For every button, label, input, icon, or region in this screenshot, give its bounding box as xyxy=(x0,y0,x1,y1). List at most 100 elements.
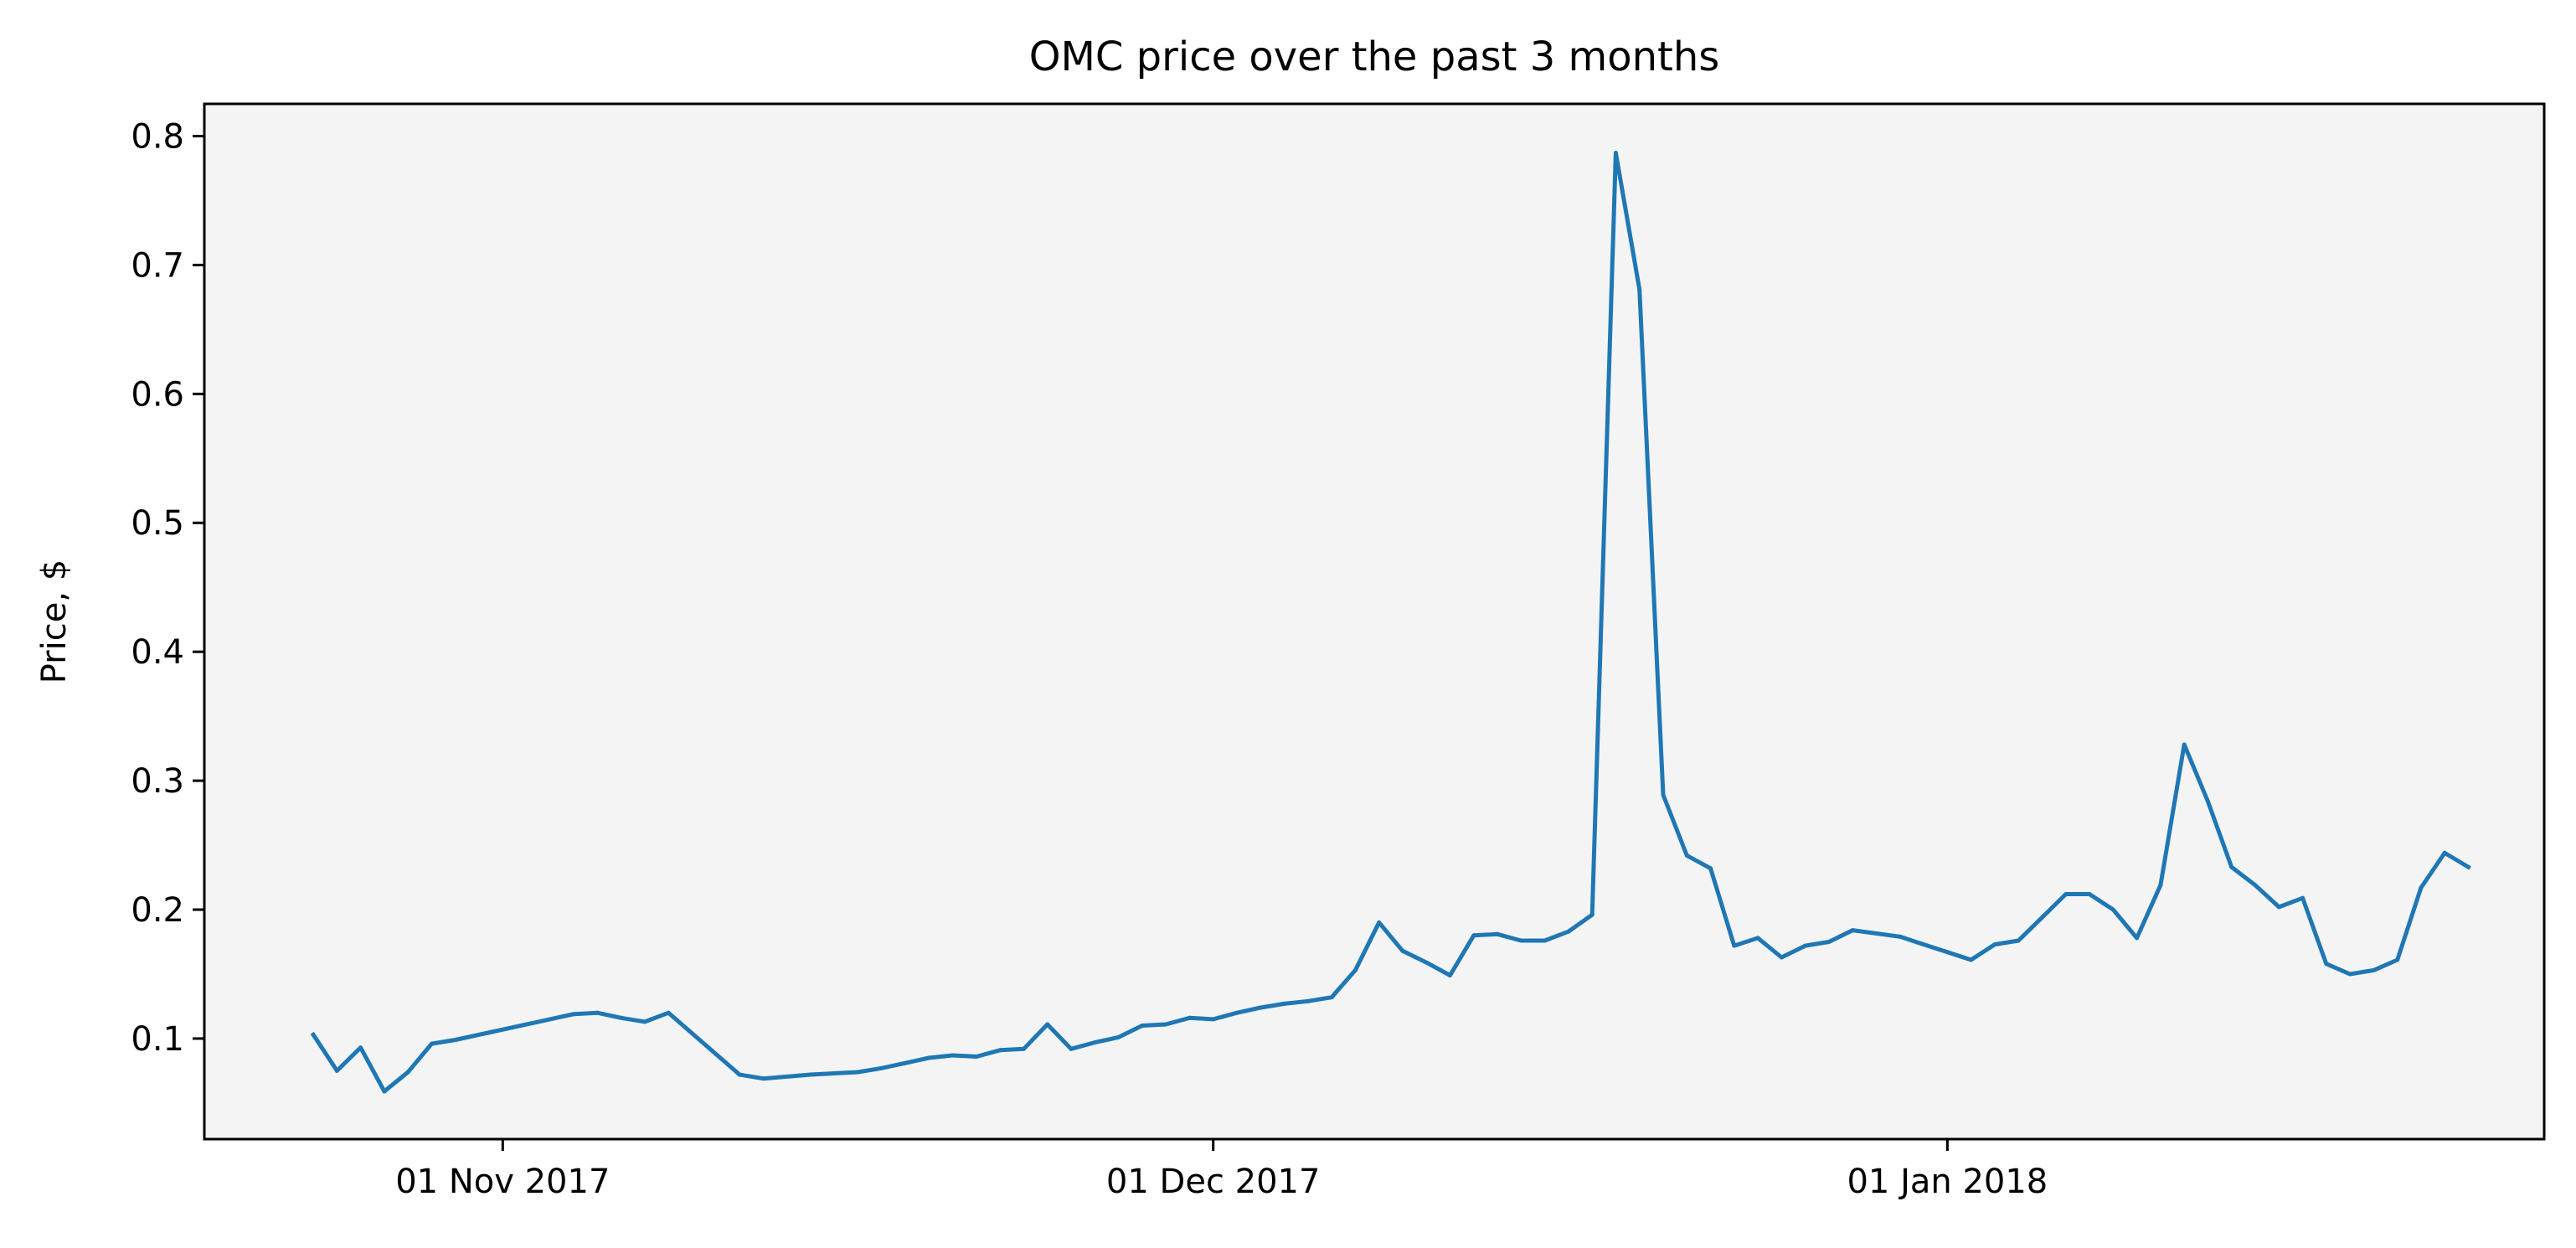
data-point xyxy=(1708,866,1713,871)
data-point xyxy=(2158,883,2163,888)
data-point xyxy=(1045,1022,1050,1027)
data-point xyxy=(1187,1015,1192,1020)
y-tick-label: 0.4 xyxy=(131,633,184,672)
data-point xyxy=(1637,287,1642,292)
data-point xyxy=(1471,933,1476,938)
data-point xyxy=(808,1072,813,1077)
data-point xyxy=(1352,967,1358,972)
data-point xyxy=(1140,1024,1145,1028)
data-point xyxy=(666,1010,671,1015)
data-point xyxy=(1022,1046,1026,1051)
data-point xyxy=(1755,936,1760,941)
data-point xyxy=(1258,1005,1263,1010)
data-point xyxy=(1377,920,1382,925)
data-point xyxy=(334,1068,339,1073)
data-point xyxy=(1211,1017,1216,1022)
data-point xyxy=(1850,928,1855,933)
data-point xyxy=(1234,1010,1239,1015)
data-point xyxy=(2205,799,2210,804)
data-point xyxy=(1684,853,1689,858)
y-tick-label: 0.7 xyxy=(131,246,184,285)
data-point xyxy=(926,1055,931,1060)
data-point xyxy=(2087,892,2092,896)
data-point xyxy=(430,1041,434,1046)
x-axis: 01 Nov 2017 01 Dec 2017 01 Jan 2018 xyxy=(395,1139,2048,1201)
y-tick-label: 0.1 xyxy=(131,1020,184,1059)
chart-marks xyxy=(310,151,2471,1094)
data-point xyxy=(974,1055,979,1059)
data-point xyxy=(1661,792,1666,797)
data-point xyxy=(453,1038,458,1042)
data-point xyxy=(1400,948,1405,953)
data-point xyxy=(595,1010,600,1015)
data-point xyxy=(2229,864,2234,869)
data-point xyxy=(1163,1022,1168,1027)
data-point xyxy=(2300,895,2306,900)
data-point xyxy=(1092,1040,1097,1045)
x-tick-label: 01 Dec 2017 xyxy=(1106,1163,1321,1201)
data-point xyxy=(1424,960,1429,965)
data-point xyxy=(2324,962,2329,967)
chart-title: OMC price over the past 3 months xyxy=(1029,34,1720,80)
data-point xyxy=(1969,957,1974,962)
data-point xyxy=(997,1048,1002,1053)
data-point xyxy=(2040,915,2044,920)
y-tick-label: 0.3 xyxy=(131,762,184,801)
data-point xyxy=(1329,995,1334,1000)
y-tick-label: 0.8 xyxy=(131,117,184,156)
x-tick-label: 01 Jan 2018 xyxy=(1847,1163,2048,1201)
y-axis-label: Price, $ xyxy=(35,560,74,683)
data-point xyxy=(2135,936,2140,941)
axes-frame xyxy=(203,102,2546,1141)
data-point xyxy=(311,1032,316,1037)
data-point xyxy=(1732,943,1737,948)
data-point xyxy=(382,1089,387,1094)
data-point xyxy=(951,1053,956,1058)
data-point xyxy=(2276,905,2281,910)
data-point xyxy=(1069,1046,1074,1051)
y-tick-label: 0.2 xyxy=(131,891,184,930)
data-point xyxy=(1803,943,1808,948)
data-point xyxy=(2063,892,2069,896)
data-point xyxy=(879,1065,884,1070)
data-point xyxy=(903,1060,908,1065)
data-point xyxy=(1543,938,1548,943)
data-point xyxy=(358,1045,363,1050)
data-point xyxy=(760,1076,765,1081)
data-point xyxy=(2110,907,2115,912)
data-point xyxy=(1898,934,1903,939)
data-point xyxy=(737,1072,742,1077)
x-tick-label: 01 Nov 2017 xyxy=(395,1163,610,1201)
data-point xyxy=(2371,967,2376,972)
data-point xyxy=(2419,885,2424,890)
data-point xyxy=(1495,931,1500,936)
data-point xyxy=(1448,973,1452,977)
data-point xyxy=(856,1070,860,1075)
data-point xyxy=(642,1019,647,1024)
data-point xyxy=(1116,1034,1121,1039)
data-point xyxy=(2182,742,2187,747)
y-tick-label: 0.5 xyxy=(131,504,184,543)
data-point xyxy=(1518,938,1523,943)
data-point xyxy=(1282,1001,1286,1006)
data-point xyxy=(1992,942,1997,947)
data-point xyxy=(405,1070,410,1075)
data-point xyxy=(1566,929,1571,934)
data-point xyxy=(2253,883,2258,888)
data-point xyxy=(571,1012,576,1017)
data-point xyxy=(2395,957,2400,962)
y-tick-label: 0.6 xyxy=(131,375,184,414)
data-point xyxy=(619,1015,624,1020)
data-point xyxy=(1945,950,1950,955)
data-point xyxy=(2466,864,2470,869)
y-axis: 0.1 0.2 0.3 0.4 0.5 0.6 0.7 0.8 xyxy=(131,117,204,1059)
plot-area xyxy=(204,104,2544,1139)
data-point xyxy=(2347,972,2352,977)
data-point xyxy=(1826,940,1832,944)
data-point xyxy=(1306,998,1311,1003)
data-point xyxy=(1921,942,1926,947)
data-point xyxy=(1779,955,1784,960)
data-point xyxy=(2016,938,2021,943)
data-point xyxy=(2442,850,2447,855)
